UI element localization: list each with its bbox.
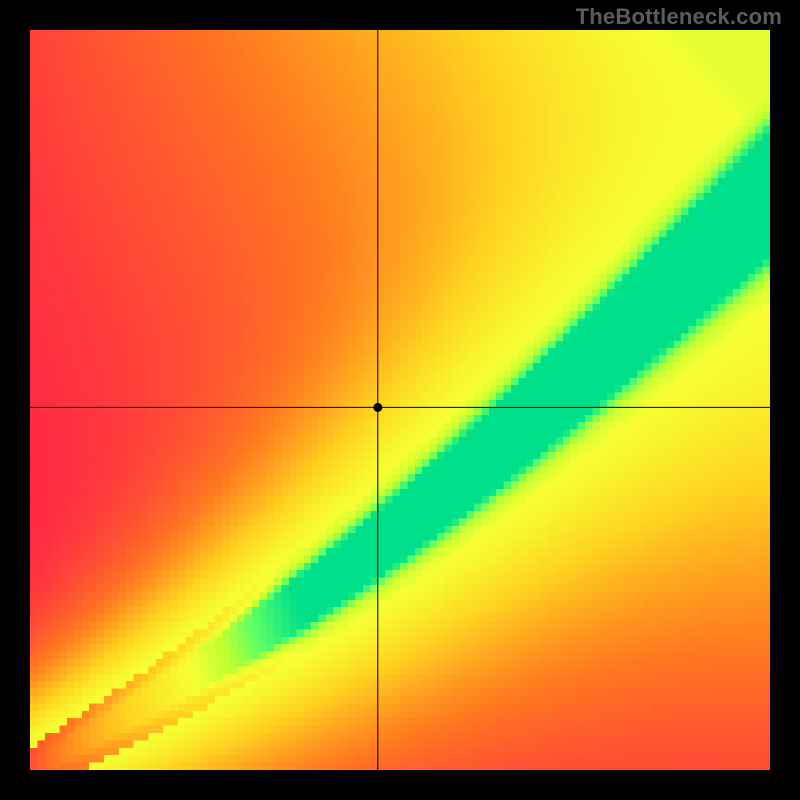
overlay-svg bbox=[30, 30, 770, 770]
chart-frame: TheBottleneck.com bbox=[0, 0, 800, 800]
watermark-text: TheBottleneck.com bbox=[576, 4, 782, 30]
plot-area bbox=[30, 30, 770, 770]
crosshair-marker bbox=[373, 403, 382, 412]
